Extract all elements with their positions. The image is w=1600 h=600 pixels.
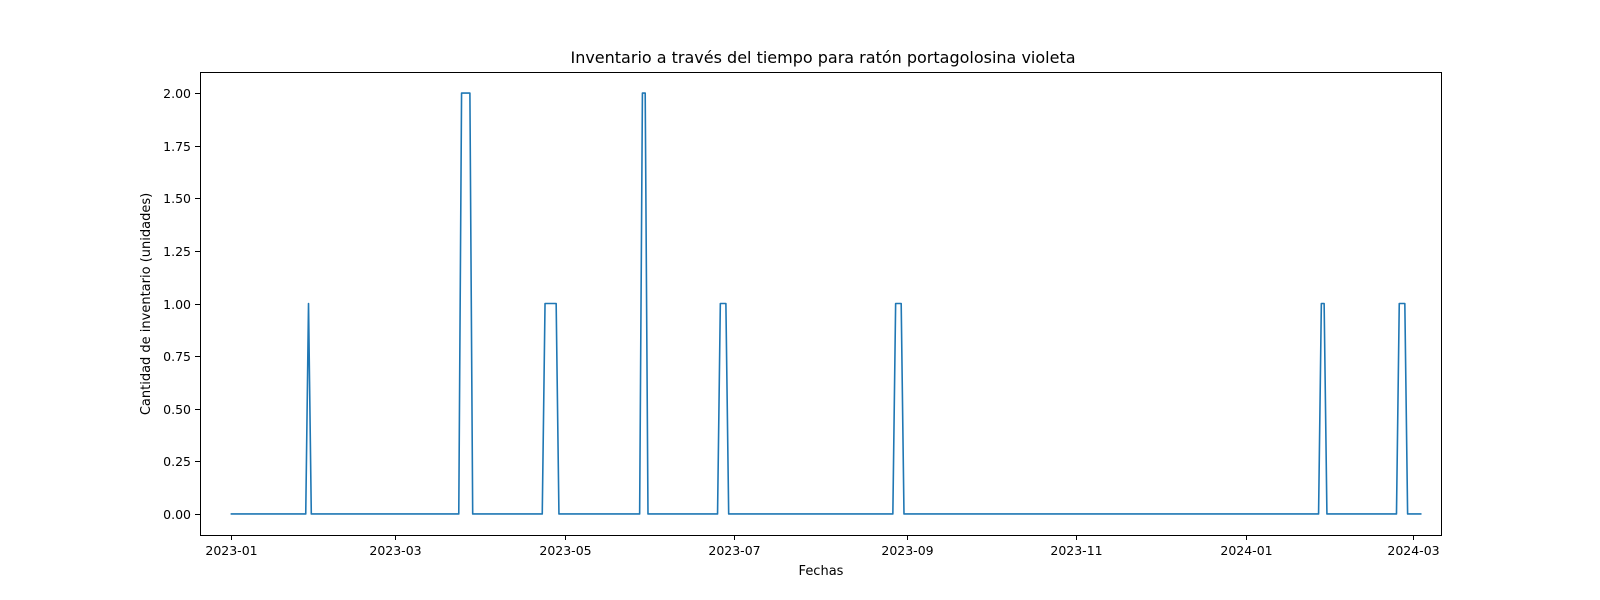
series-line <box>230 92 1422 515</box>
y-tick-label: 1.75 <box>163 139 191 154</box>
x-tick-label: 2024-03 <box>1387 543 1439 558</box>
y-tick-label: 1.50 <box>163 191 191 206</box>
x-tick-label: 2024-01 <box>1220 543 1272 558</box>
y-tick-label: 0.25 <box>163 454 191 469</box>
y-tick-label: 1.00 <box>163 297 191 312</box>
x-axis-label: Fechas <box>799 564 844 579</box>
x-tick-label: 2023-09 <box>881 543 933 558</box>
y-tick-label: 1.25 <box>163 244 191 259</box>
plot-area-frame <box>200 72 1442 536</box>
x-axis: 2023-01 2023-03 2023-05 2023-07 2023-09 2023-… <box>205 535 1440 558</box>
y-tick-label: 2.00 <box>163 86 191 101</box>
y-axis-label: Cantidad de inventario (unidades) <box>139 193 154 415</box>
x-tick-label: 2023-03 <box>369 543 421 558</box>
x-tick-label: 2023-11 <box>1050 543 1102 558</box>
x-tick-label: 2023-07 <box>708 543 760 558</box>
x-tick-label: 2023-05 <box>539 543 591 558</box>
y-tick-label: 0.50 <box>163 402 191 417</box>
x-tick-label: 2023-01 <box>205 543 257 558</box>
y-tick-label: 0.00 <box>163 507 191 522</box>
y-tick-label: 0.75 <box>163 349 191 364</box>
y-axis: 0.00 0.25 0.50 0.75 1.00 1.25 1.50 1.75 2.00 <box>163 86 200 522</box>
chart-title: Inventario a través del tiempo para rató… <box>570 48 1075 67</box>
